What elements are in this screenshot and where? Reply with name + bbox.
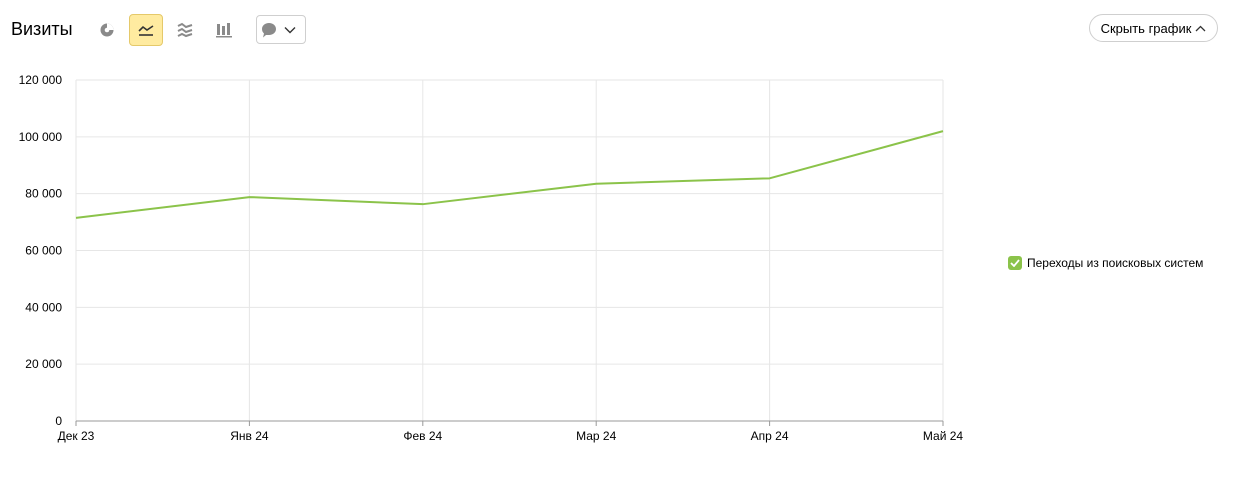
checkmark-icon — [1010, 259, 1020, 267]
page-title: Визиты — [11, 19, 73, 39]
x-tick-label: Дек 23 — [58, 429, 95, 443]
legend-checkbox[interactable] — [1008, 256, 1022, 270]
legend-label: Переходы из поисковых систем — [1027, 256, 1204, 270]
y-tick-label: 40 000 — [25, 300, 62, 314]
hide-chart-label: Скрыть график — [1100, 20, 1192, 36]
x-tick-label: Янв 24 — [230, 429, 269, 443]
y-tick-label: 20 000 — [25, 357, 62, 371]
pie-chart-button[interactable] — [90, 14, 124, 46]
annotations-dropdown[interactable] — [256, 15, 306, 44]
area-chart-icon — [177, 22, 193, 38]
chevron-up-icon — [1195, 25, 1206, 31]
chevron-down-icon — [284, 26, 296, 33]
speech-bubble-icon — [262, 22, 276, 37]
pie-chart-icon — [100, 23, 114, 37]
bar-chart-icon — [216, 23, 232, 38]
x-tick-label: Апр 24 — [751, 429, 789, 443]
y-tick-label: 60 000 — [25, 244, 62, 258]
y-tick-label: 120 000 — [19, 73, 63, 87]
y-tick-label: 80 000 — [25, 187, 62, 201]
legend-item[interactable]: Переходы из поисковых систем — [1008, 256, 1203, 270]
line-chart: 0 20 000 40 000 60 000 80 000 100 000 120 000 Д… — [19, 73, 964, 443]
bar-chart-button[interactable] — [207, 14, 241, 46]
area-chart-button[interactable] — [168, 14, 202, 46]
y-tick-label: 0 — [55, 414, 62, 428]
x-tick-label: Мар 24 — [576, 429, 616, 443]
hide-chart-button[interactable]: Скрыть график — [1089, 14, 1218, 42]
series-line — [75, 130, 944, 219]
line-chart-button[interactable] — [129, 14, 163, 46]
line-chart-icon — [138, 25, 154, 36]
x-tick-label: Май 24 — [923, 429, 964, 443]
x-tick-label: Фев 24 — [403, 429, 442, 443]
y-tick-label: 100 000 — [19, 130, 63, 144]
